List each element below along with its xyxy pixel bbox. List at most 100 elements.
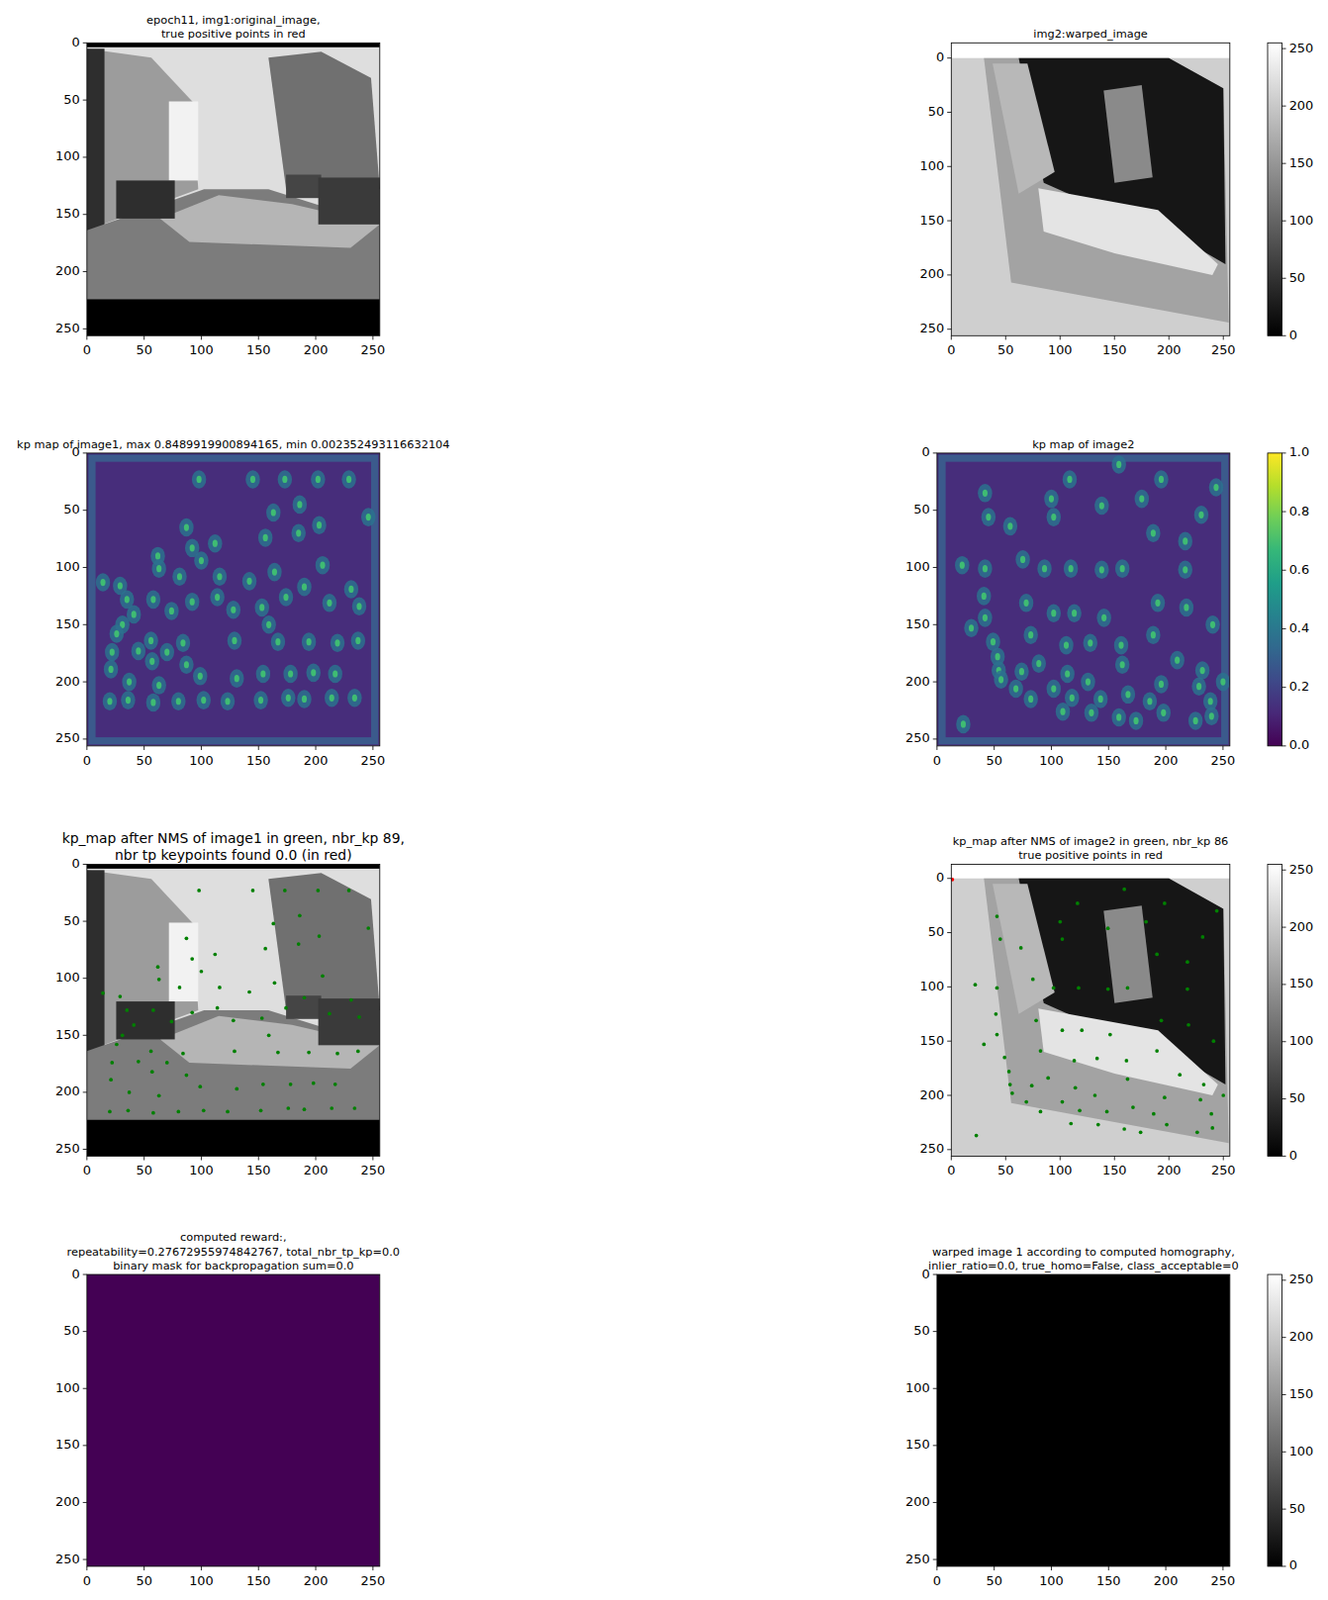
x-tick [200,335,202,340]
keypoint [327,1012,332,1017]
image-blob [1111,708,1126,728]
image-blob [231,637,237,645]
x-tick [200,1155,202,1160]
image-blob [332,669,338,677]
y-tick-label: 200 [920,266,946,282]
keypoint [1073,1085,1078,1090]
keypoint [273,980,278,985]
keypoint [1131,1105,1136,1110]
image-blob [131,610,137,618]
x-tick-label: 50 [135,1162,152,1178]
image-blob [1028,631,1034,639]
image-blob [155,552,161,560]
image-blob [998,675,1004,683]
y-tick [83,156,88,158]
image-blob [1182,566,1188,573]
keypoint [1159,1018,1164,1023]
y-tick [933,509,938,511]
image-blob [1204,707,1219,727]
keypoint [1034,1018,1039,1023]
keypoint [1060,1028,1065,1033]
image-blob [192,666,207,686]
colorbar-tick-label: 0.8 [1289,503,1310,519]
keypoint [231,1018,236,1023]
title: true positive points in red [1018,848,1163,862]
image-blob [1087,639,1093,647]
y-tick-label: 150 [55,616,81,632]
y-tick [83,1559,88,1561]
image-blob [301,695,307,703]
image-bg [87,453,380,747]
colorbar-tick-label: 150 [1289,975,1315,991]
image-blob [226,600,241,620]
image-blob [285,694,291,702]
image-blob [1019,667,1025,675]
title: epoch11, img1:original_image, [146,12,320,27]
image-blob [1169,651,1184,670]
y-tick-label: 100 [55,559,81,574]
image-blob [977,559,992,578]
image-blob [258,528,273,548]
image-blob [1043,489,1058,509]
image-blob [1064,669,1070,677]
image-blob [1099,566,1105,573]
keypoint [288,1082,293,1087]
image-blob [245,470,260,489]
image-blob [189,598,195,606]
image-blob [1200,666,1206,674]
keypoint [197,1084,202,1089]
image-blob [1055,702,1070,722]
keypoint [1075,901,1080,906]
y-tick-label: 50 [913,1323,930,1338]
keypoint [296,942,301,947]
title: repeatability=0.27672955974842767, total… [67,1244,400,1259]
image-blob [995,653,1001,661]
keypoint [1008,1082,1013,1087]
y-tick-label: 200 [55,263,81,279]
image-blob [1138,495,1144,503]
x-tick-label: 150 [1096,753,1122,768]
image-blob [1209,712,1215,720]
x-tick-label: 250 [361,753,386,768]
image-blob [296,500,302,508]
image-blob [109,624,124,644]
image-blob [1193,717,1199,725]
colorbar-tick [1281,1041,1286,1043]
x-tick [1223,335,1225,340]
image-blob [1133,717,1139,725]
colorbar-tick [1281,745,1286,747]
y-tick-label: 150 [905,616,931,632]
keypoint [311,1081,316,1086]
image-blob [352,694,358,702]
image-region [268,872,380,1011]
keypoint [1215,909,1220,914]
colorbar-tick-label: 0 [1289,327,1298,343]
keypoint [284,1006,288,1011]
image-blob [1048,495,1054,503]
image-blob [1088,709,1094,717]
figure: 050100150200250050100150200250epoch11, i… [0,0,1328,1600]
image-blob [196,475,202,483]
image-blob [296,689,311,709]
colorbar-tick-label: 50 [1289,270,1306,285]
image-blob [260,669,266,677]
image-blob [1096,608,1111,628]
colorbar-tick-label: 250 [1289,40,1315,56]
image-region [92,458,376,742]
keypoint [353,1106,358,1111]
x-tick [372,1155,374,1160]
image-region [1038,188,1219,276]
keypoint [1077,1109,1082,1114]
image-blob [982,489,988,497]
colorbar-tick-label: 200 [1289,97,1315,113]
image-blob [103,660,118,679]
image-blob [1209,477,1224,497]
image-blob [344,579,359,599]
image-blob [266,621,272,629]
colorbar-tick [1281,1336,1286,1338]
x-tick [1050,746,1052,751]
image-blob [341,470,356,489]
image-blob [1145,524,1160,544]
image-blob [963,618,978,638]
keypoint [306,1050,311,1055]
